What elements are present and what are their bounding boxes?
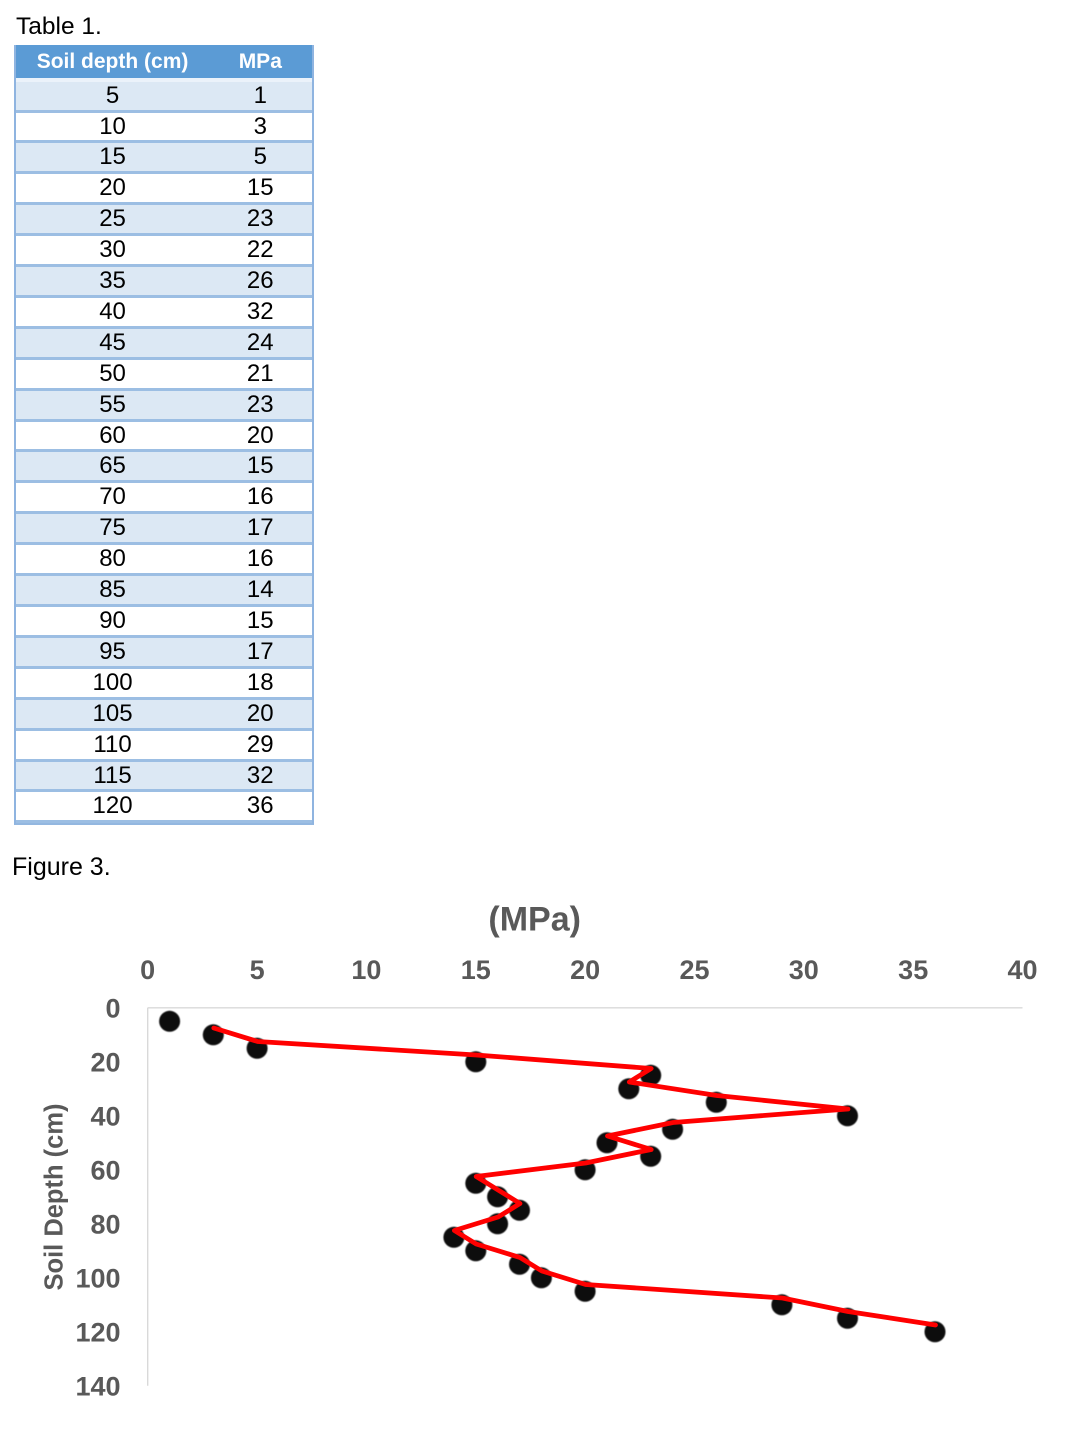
svg-text:140: 140 — [75, 1372, 120, 1402]
svg-text:0: 0 — [105, 994, 120, 1024]
svg-text:60: 60 — [90, 1156, 120, 1186]
svg-text:(MPa): (MPa) — [488, 900, 581, 938]
svg-text:20: 20 — [570, 955, 600, 985]
svg-text:20: 20 — [90, 1048, 120, 1078]
svg-text:15: 15 — [461, 955, 491, 985]
svg-text:35: 35 — [898, 955, 928, 985]
svg-text:5: 5 — [250, 955, 265, 985]
svg-text:0: 0 — [140, 955, 155, 985]
svg-text:Soil Depth (cm): Soil Depth (cm) — [40, 1103, 68, 1290]
svg-text:10: 10 — [351, 955, 381, 985]
svg-text:120: 120 — [75, 1318, 120, 1348]
svg-text:40: 40 — [90, 1102, 120, 1132]
svg-text:100: 100 — [75, 1264, 120, 1294]
svg-text:30: 30 — [789, 955, 819, 985]
svg-text:40: 40 — [1007, 955, 1037, 985]
svg-text:80: 80 — [90, 1210, 120, 1240]
svg-text:25: 25 — [679, 955, 709, 985]
